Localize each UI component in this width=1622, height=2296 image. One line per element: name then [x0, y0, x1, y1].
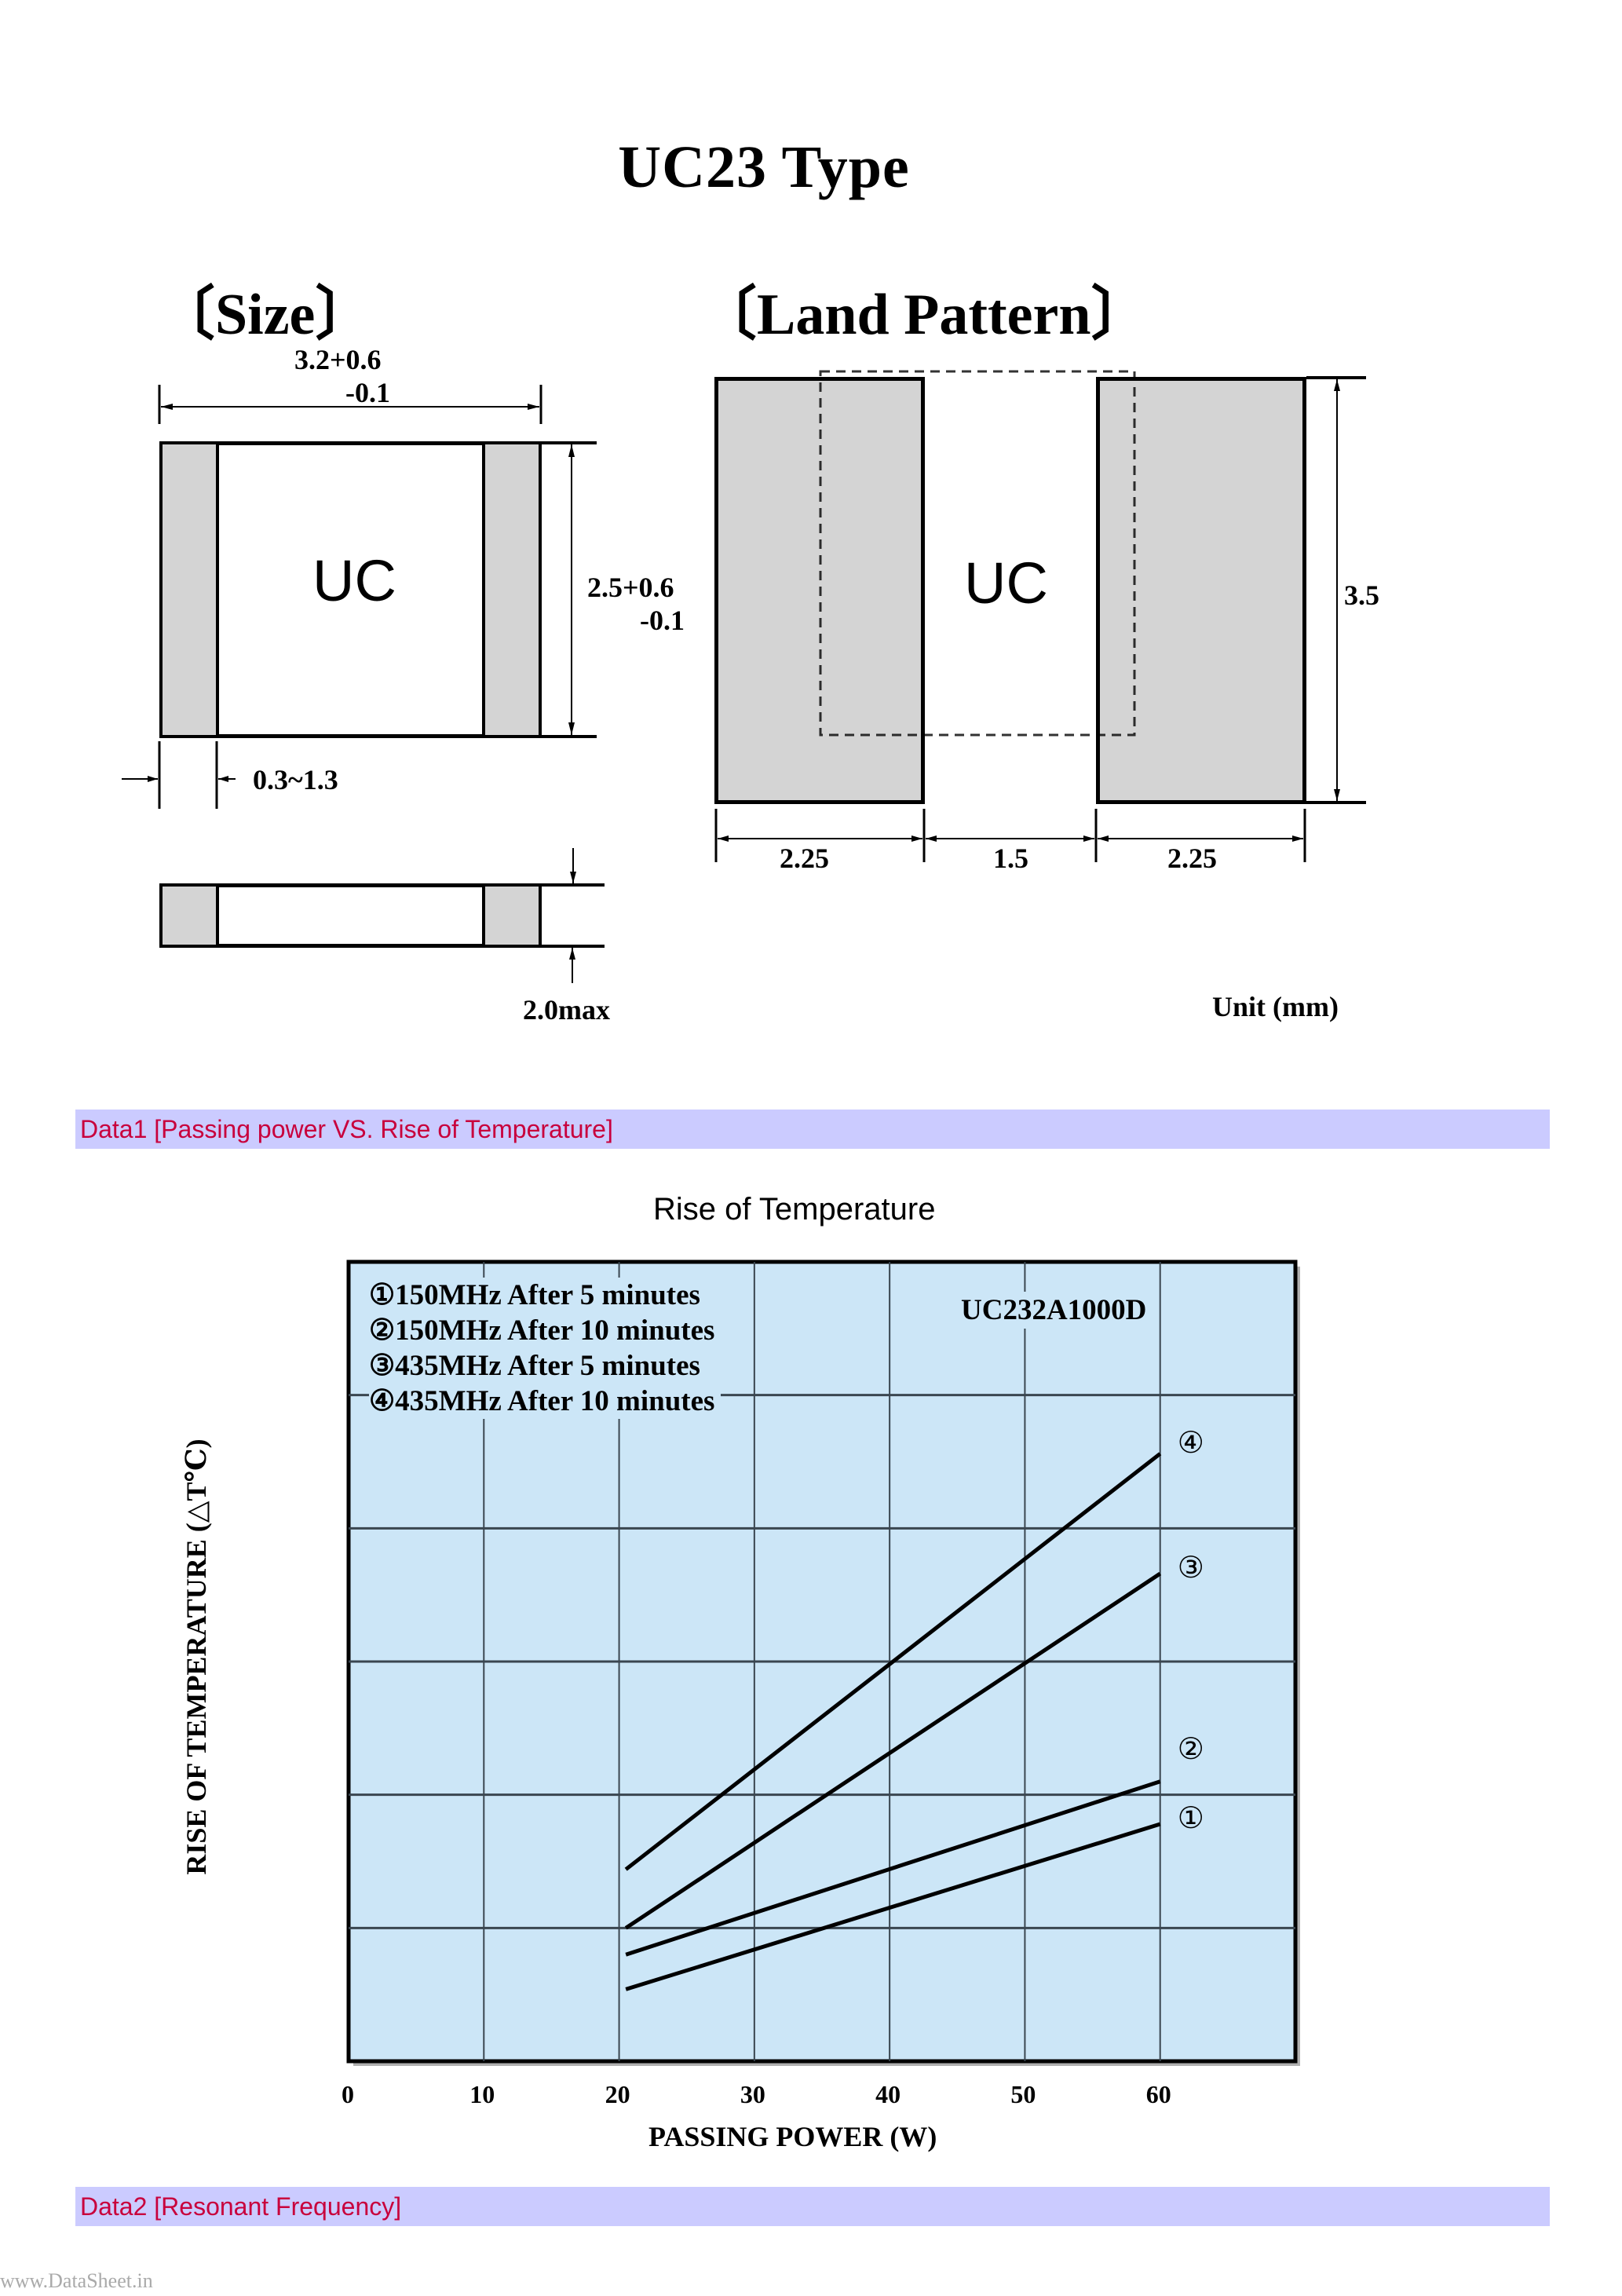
legend-item: ③435MHz After 5 minutes — [369, 1350, 700, 1382]
land-pattern-drawing: UC 3.5 2.25 1.5 2.25 Unit (mm) — [0, 0, 1622, 1099]
x-tick-label: 60 — [1145, 2080, 1171, 2108]
pad-width-right-dimension: 2.25 — [1167, 843, 1217, 874]
termination-dimension: 0.3~1.3 — [253, 764, 338, 795]
length-dimension-nominal: 3.2+0.6 — [294, 344, 382, 375]
x-tick-label: 10 — [469, 2080, 495, 2108]
series-line — [624, 1452, 1162, 1871]
land-pad-right — [1096, 377, 1306, 804]
page-title: UC23 Type — [618, 134, 910, 200]
series-marker-label: ③ — [1177, 1552, 1204, 1585]
height-dimension: 2.0max — [523, 994, 610, 1026]
chip-termination-left — [159, 441, 219, 738]
series-marker-label: ① — [1177, 1801, 1204, 1835]
x-tick-label: 0 — [342, 2080, 354, 2108]
banner-label: Data1 [Passing power VS. Rise of Tempera… — [80, 1115, 613, 1143]
x-tick-label: 50 — [1010, 2080, 1036, 2108]
size-drawing: 3.2+0.6 -0.1 UC 2.5+0.6 -0.1 0 — [0, 0, 1622, 1099]
section-banner-data2: Data2 [Resonant Frequency] — [75, 2187, 1550, 2226]
pad-width-left-dimension: 2.25 — [780, 843, 829, 874]
length-dimension-minus: -0.1 — [345, 377, 390, 408]
size-dimension-lines — [122, 385, 605, 983]
part-number-annotation: UC232A1000D — [956, 1292, 1152, 1329]
series-line — [624, 1571, 1162, 1930]
land-chip-label: UC — [964, 550, 1048, 616]
series-line — [625, 1779, 1161, 1957]
watermark: www.DataSheet.in — [0, 2269, 153, 2292]
legend-item: ②150MHz After 10 minutes — [369, 1314, 715, 1347]
x-tick-label: 40 — [875, 2080, 901, 2108]
series-line — [625, 1822, 1161, 1991]
gap-dimension: 1.5 — [993, 843, 1028, 874]
side-termination-right — [482, 883, 542, 948]
section-banner-data1: Data1 [Passing power VS. Rise of Tempera… — [75, 1110, 1550, 1149]
unit-label: Unit (mm) — [1212, 991, 1339, 1022]
chart-title: Rise of Temperature — [653, 1192, 936, 1227]
pad-height-dimension: 3.5 — [1344, 579, 1379, 611]
series-marker-label: ② — [1177, 1732, 1204, 1766]
series-marker-label: ④ — [1177, 1427, 1204, 1461]
y-axis-label: RISE OF TEMPERATURE (△T℃) — [181, 1439, 212, 1875]
land-pattern-heading: 〔Land Pattern〕 — [699, 283, 1149, 347]
chip-termination-right — [482, 441, 542, 738]
size-heading: 〔Size〕 — [157, 283, 374, 347]
side-termination-left — [159, 883, 219, 948]
banner-label: Data2 [Resonant Frequency] — [80, 2192, 402, 2221]
x-tick-label: 20 — [605, 2080, 630, 2108]
land-dimension-lines — [714, 370, 1366, 862]
x-tick-label: 30 — [740, 2080, 765, 2108]
width-dimension-nominal: 2.5+0.6 — [587, 572, 674, 603]
legend-item: ④435MHz After 10 minutes — [369, 1385, 715, 1417]
legend-item: ①150MHz After 5 minutes — [369, 1279, 700, 1311]
chart-plot — [346, 1260, 1300, 2066]
chip-top-view: UC — [159, 441, 542, 738]
chip-label: UC — [312, 548, 396, 613]
chart-legend: ①150MHz After 5 minutes ②150MHz After 10… — [369, 1278, 721, 1419]
chip-side-view — [159, 883, 542, 948]
width-dimension-minus: -0.1 — [640, 605, 685, 636]
x-axis-label: PASSING POWER (W) — [648, 2121, 937, 2152]
